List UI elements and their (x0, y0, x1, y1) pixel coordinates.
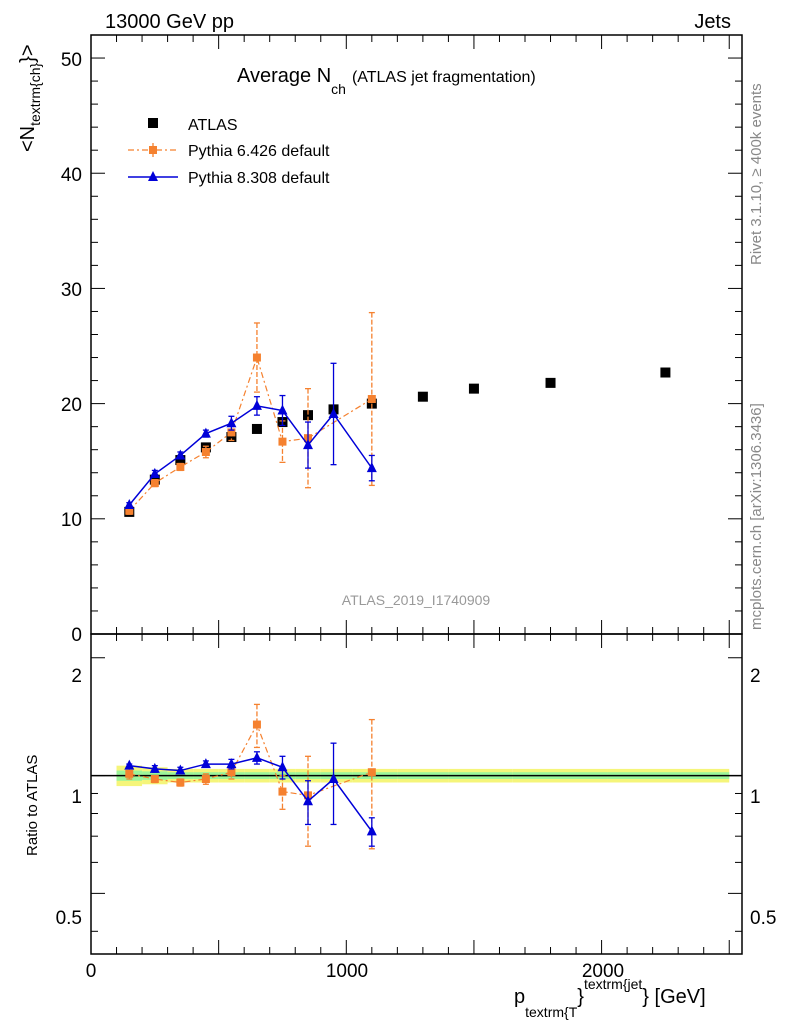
ratio-pythia8-point (149, 762, 160, 773)
legend-marker-pythia8 (148, 171, 158, 181)
y-label-main: <N (17, 126, 39, 152)
svg-text:Average Nch(ATLAS jet fragment: Average Nch (ATLAS jet fragmentation) (237, 65, 536, 97)
x-label-tail: } [GeV] (642, 986, 705, 1008)
x-tick-label: 1000 (326, 961, 368, 982)
y-tick-label: 50 (61, 50, 82, 71)
atlas-point (175, 455, 186, 466)
pythia6-point (201, 447, 210, 456)
ratio-tick-label-right: 2 (750, 666, 761, 687)
ratio-pythia8-point (328, 772, 339, 783)
header-right: Jets (694, 11, 731, 33)
atlas-point (226, 432, 237, 443)
pythia6-point (150, 479, 159, 488)
pythia8-point (251, 399, 262, 410)
ratio-pythia8-point (200, 758, 211, 769)
ratio-tick-label: 0.5 (56, 908, 82, 929)
pythia6-point (125, 506, 134, 515)
y-axis-label: <Ntextrm{ch}}> (17, 44, 43, 152)
x-axis-ticks (90, 35, 730, 954)
ratio-pythia8-point (226, 758, 237, 769)
ratio-pythia8-point (251, 751, 262, 762)
x-label-mid: } (577, 986, 584, 1008)
y-tick-label: 10 (61, 510, 82, 531)
chart-title: Average Nch (ATLAS jet fragmentation) (237, 65, 536, 97)
pythia8-point (277, 404, 288, 415)
ratio-pythia6-point (227, 768, 236, 777)
title-main: Average N (237, 65, 331, 87)
svg-text:ptextrm{T}textrm{jet} [GeV]: ptextrm{T}textrm{jet} [GeV] (514, 976, 706, 1020)
ratio-tick-label-right: 1 (750, 787, 761, 808)
pythia6-point (176, 462, 185, 471)
main-series-layer (124, 311, 671, 517)
y-tick-label: 0 (71, 625, 82, 646)
title-note: (ATLAS jet fragmentation) (352, 69, 536, 86)
ratio-pythia8-line (129, 757, 373, 832)
legend-marker-atlas (148, 118, 158, 128)
atlas-point (545, 377, 556, 388)
pythia8-point (328, 407, 339, 418)
ratio-pythia6-point (367, 768, 376, 777)
ratio-pythia8-point (303, 795, 313, 806)
y-tick-label: 40 (61, 165, 82, 186)
ratio-tick-label: 1 (71, 787, 82, 808)
header-left: 13000 GeV pp (105, 11, 234, 33)
x-label-sup: textrm{jet (584, 976, 642, 992)
ratio-pythia8-point (366, 825, 377, 836)
ratio-pythia6-point (201, 774, 210, 783)
ratio-pythia8-point (175, 764, 186, 775)
mcplots-label: mcplots.cern.ch [arXiv:1306.3436] (748, 403, 765, 630)
x-axis-label: ptextrm{T}textrm{jet} [GeV] (514, 976, 706, 1020)
ratio-pythia6-point (150, 774, 159, 783)
y-tick-label: 20 (61, 395, 82, 416)
ratio-axis-ticks (91, 657, 742, 932)
y-tick-label: 30 (61, 280, 82, 301)
legend: ATLAS Pythia 6.426 default Pythia 8.308 … (128, 117, 330, 187)
pythia8-point (226, 417, 237, 428)
ratio-pythia8-point (124, 759, 135, 770)
x-label-sub: textrm{T (525, 1004, 578, 1020)
pythia6-point (252, 353, 261, 362)
legend-marker-pythia6 (149, 146, 157, 154)
ratio-pythia8-point (277, 761, 288, 772)
legend-entry-pythia8: Pythia 8.308 default (188, 170, 330, 187)
x-tick-label: 0 (86, 961, 97, 982)
ratio-series-layer (124, 703, 377, 850)
pythia8-point (124, 498, 135, 509)
svg-text:<Ntextrm{ch}}>: <Ntextrm{ch}}> (17, 44, 43, 152)
pythia6-point (367, 395, 376, 404)
atlas-point (303, 410, 313, 421)
rivet-label: Rivet 3.1.10, ≥ 400k events (748, 83, 765, 265)
ratio-panel-frame (90, 633, 743, 955)
analysis-id: ATLAS_2019_I1740909 (342, 592, 491, 608)
ratio-pythia6-point (125, 769, 134, 778)
ratio-pythia6-point (278, 787, 287, 796)
atlas-point (251, 423, 262, 434)
pythia8-point (303, 439, 313, 450)
ratio-axis-label: Ratio to ATLAS (24, 755, 41, 856)
ratio-pythia6-point (252, 720, 261, 729)
atlas-point (417, 391, 428, 402)
atlas-point (468, 383, 479, 394)
pythia8-point (366, 462, 377, 473)
pythia8-point (200, 427, 211, 438)
pythia6-point (227, 428, 236, 437)
legend-entry-pythia6: Pythia 6.426 default (188, 143, 330, 160)
pythia8-point (149, 467, 160, 478)
pythia6-line (128, 355, 373, 512)
pythia8-line (128, 405, 373, 506)
x-tick-label: 2000 (582, 961, 624, 982)
legend-entry-atlas: ATLAS (188, 117, 238, 134)
main-axis-ticks (91, 34, 742, 635)
pythia8-point (175, 449, 186, 460)
ratio-tick-label-right: 0.5 (750, 908, 776, 929)
ratio-pythia6-point (176, 778, 185, 787)
atlas-point (660, 367, 671, 378)
title-sub: ch (331, 81, 346, 97)
y-label-sub: textrm{ch} (27, 63, 43, 126)
y-label-close: }> (17, 44, 39, 62)
ratio-tick-label: 2 (71, 666, 82, 687)
pythia6-point (278, 437, 287, 446)
x-label-main: p (514, 986, 525, 1008)
